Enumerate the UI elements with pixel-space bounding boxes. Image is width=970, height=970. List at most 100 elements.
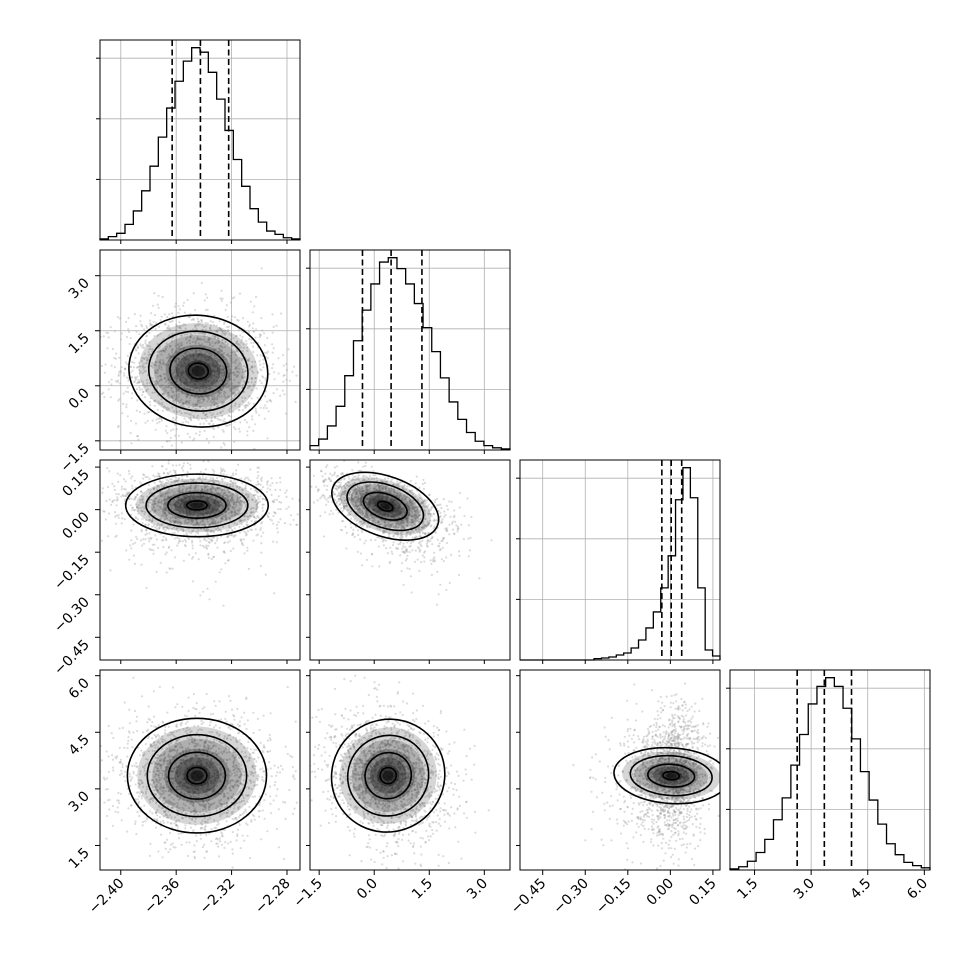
scatter-point: [359, 514, 362, 517]
scatter-point: [183, 357, 186, 360]
scatter-point: [141, 497, 144, 500]
scatter-point: [206, 308, 209, 311]
scatter-point: [205, 489, 208, 492]
scatter-point: [400, 497, 403, 500]
scatter-point: [257, 474, 260, 477]
scatter-point: [175, 517, 178, 520]
scatter-point: [283, 374, 286, 377]
scatter-point: [190, 519, 193, 522]
scatter-point: [185, 400, 188, 403]
scatter-point: [154, 369, 157, 372]
scatter-point: [182, 484, 185, 487]
scatter-point: [161, 409, 164, 412]
scatter-point: [189, 486, 192, 489]
scatter-point: [160, 499, 163, 502]
scatter-point: [144, 524, 147, 527]
scatter-point: [213, 384, 216, 387]
scatter-point: [392, 483, 395, 486]
scatter-point: [185, 509, 188, 512]
scatter-point: [193, 416, 196, 419]
scatter-point: [225, 518, 228, 521]
scatter-point: [265, 481, 269, 484]
scatter-point: [191, 530, 194, 533]
scatter-point: [168, 329, 172, 332]
scatter-point: [248, 357, 251, 360]
scatter-point: [182, 508, 185, 511]
scatter-point: [230, 357, 233, 360]
scatter-point: [433, 556, 436, 559]
scatter-point: [277, 372, 280, 375]
scatter-point: [223, 321, 226, 324]
scatter-point: [206, 510, 210, 513]
scatter-point: [196, 522, 199, 525]
scatter-point: [205, 380, 208, 383]
scatter-point: [121, 517, 124, 520]
scatter-point: [361, 509, 364, 512]
scatter-point: [458, 550, 461, 553]
scatter-point: [164, 494, 167, 497]
scatter-point: [233, 452, 235, 454]
scatter-point: [411, 549, 414, 552]
scatter-point: [167, 327, 170, 330]
scatter-point: [134, 356, 137, 359]
scatter-point: [203, 429, 206, 432]
scatter-point: [386, 495, 390, 498]
scatter-point: [176, 357, 179, 360]
scatter-point: [378, 498, 381, 501]
scatter-point: [216, 360, 219, 363]
scatter-point: [208, 365, 211, 368]
scatter-point: [207, 503, 210, 507]
scatter-point: [217, 380, 220, 383]
scatter-point: [333, 493, 337, 496]
scatter-point: [344, 487, 347, 490]
scatter-point: [189, 380, 193, 383]
scatter-point: [198, 353, 201, 356]
scatter-point: [180, 364, 183, 367]
scatter-point: [168, 320, 171, 323]
scatter-point: [177, 399, 180, 402]
scatter-point: [249, 514, 252, 518]
scatter-point: [178, 477, 181, 480]
scatter-point: [150, 323, 153, 326]
scatter-point: [212, 324, 215, 327]
scatter-point: [154, 371, 157, 374]
scatter-point: [244, 534, 248, 537]
scatter-point: [129, 432, 132, 435]
scatter-point: [177, 357, 180, 360]
scatter-point: [441, 521, 444, 524]
scatter-point: [249, 300, 252, 303]
scatter-point: [414, 495, 417, 498]
scatter-point: [171, 319, 174, 322]
scatter-point: [74, 430, 76, 432]
scatter-point: [433, 525, 436, 528]
scatter-point: [146, 384, 149, 387]
scatter-point: [245, 493, 248, 496]
scatter-point: [377, 545, 380, 548]
scatter-point: [211, 486, 214, 489]
scatter-point: [154, 371, 157, 374]
scatter-point: [189, 494, 192, 497]
scatter-point: [182, 559, 185, 562]
scatter-point: [215, 510, 218, 513]
scatter-point: [295, 523, 299, 526]
scatter-point: [323, 496, 326, 499]
scatter-point: [194, 324, 197, 327]
scatter-point: [355, 491, 358, 494]
scatter-point: [224, 515, 227, 518]
scatter-point: [221, 402, 224, 405]
scatter-point: [219, 364, 222, 367]
scatter-point: [192, 353, 195, 357]
scatter-point: [238, 531, 242, 534]
scatter-point: [108, 381, 111, 384]
scatter-point: [213, 396, 216, 400]
scatter-point: [192, 555, 195, 559]
scatter-point: [147, 500, 150, 504]
scatter-point: [183, 357, 186, 360]
scatter-point: [170, 478, 173, 481]
scatter-point: [158, 499, 161, 502]
scatter-point: [166, 315, 169, 319]
scatter-point: [249, 511, 252, 514]
scatter-point: [416, 558, 419, 561]
scatter-point: [237, 389, 240, 392]
scatter-point: [189, 345, 192, 348]
